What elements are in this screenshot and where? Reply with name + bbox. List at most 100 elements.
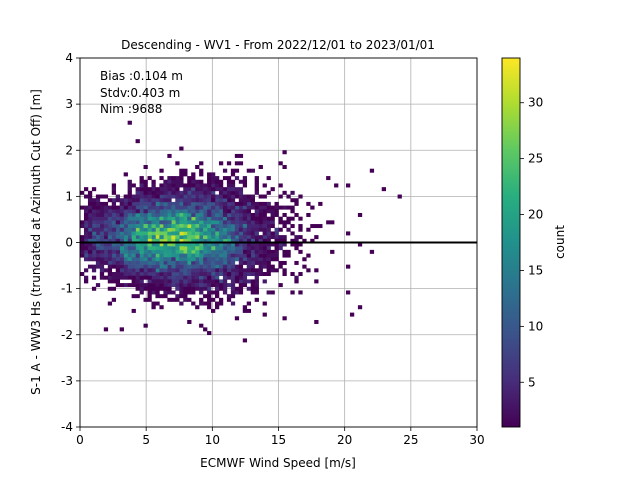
heatmap-cell [143,238,148,243]
heatmap-cell [147,190,152,195]
heatmap-cell [159,305,164,310]
heatmap-cell [187,260,192,265]
heatmap-cell [171,238,176,243]
heatmap-cell [191,275,196,280]
heatmap-cell [230,201,236,206]
heatmap-cell [99,220,105,225]
heatmap-cell [218,187,224,192]
heatmap-cell [254,253,259,258]
heatmap-cell [246,194,252,199]
heatmap-cell [147,201,152,206]
heatmap-cell [191,290,196,295]
heatmap-cell [127,224,132,229]
heatmap-cell [254,201,259,206]
heatmap-cell [203,260,208,265]
heatmap-cell [175,190,180,195]
heatmap-cell [199,253,204,258]
heatmap-cell [111,279,117,284]
heatmap-cell [238,205,244,210]
heatmap-cell [103,268,109,273]
heatmap-cell [222,201,228,206]
heatmap-cell [226,198,232,203]
heatmap-cell [175,176,180,181]
heatmap-cell [199,260,204,265]
heatmap-cell [179,242,184,247]
heatmap-cell [203,257,208,262]
heatmap-cell [183,172,188,177]
heatmap-cell [187,194,192,199]
heatmap-cell [139,286,144,291]
heatmap-cell [207,283,212,288]
heatmap-cell [278,183,283,188]
heatmap-cell [254,212,259,217]
heatmap-cell [266,205,271,210]
heatmap-cell [103,253,109,258]
heatmap-cell [119,242,124,247]
heatmap-cell [238,242,244,247]
heatmap-cell [175,268,180,273]
heatmap-cell [298,235,303,240]
heatmap-cell [238,198,244,203]
heatmap-cell [179,235,184,240]
heatmap-cell [163,279,168,284]
heatmap-cell [183,198,188,203]
heatmap-cell [155,227,160,232]
heatmap-cell [234,242,240,247]
heatmap-cell [151,253,156,258]
heatmap-cell [290,290,295,295]
heatmap-cell [179,205,184,210]
heatmap-cell [226,179,232,184]
heatmap-cell [282,190,287,195]
heatmap-cell [175,183,180,188]
heatmap-cell [214,301,220,306]
heatmap-cell [199,187,204,192]
heatmap-cell [330,249,335,254]
heatmap-cell [274,227,279,232]
heatmap-cell [222,249,228,254]
heatmap-cell [234,168,240,173]
heatmap-cell [207,305,212,310]
heatmap-cell [107,264,113,269]
heatmap-cell [119,212,124,217]
heatmap-cell [131,198,136,203]
heatmap-cell [230,183,236,188]
heatmap-cell [107,260,113,265]
heatmap-cell [207,286,212,291]
heatmap-cell [139,275,144,280]
heatmap-cell [183,168,188,173]
heatmap-cell [262,272,267,277]
heatmap-cell [123,272,128,277]
heatmap-cell [183,227,188,232]
heatmap-cell [238,224,244,229]
heatmap-cell [246,238,252,243]
heatmap-cell [107,216,113,221]
heatmap-cell [246,249,252,254]
heatmap-cell [266,190,271,195]
heatmap-cell [282,242,287,247]
heatmap-cell [306,227,311,232]
heatmap-cell [135,257,140,262]
heatmap-cell [191,231,196,236]
heatmap-cell [91,216,97,221]
heatmap-cell [183,260,188,265]
heatmap-cell [214,194,220,199]
heatmap-cell [282,272,287,277]
heatmap-cell [83,268,89,273]
heatmap-cell [163,231,168,236]
heatmap-cell [203,205,208,210]
heatmap-cell [254,179,259,184]
heatmap-cell [167,176,172,181]
heatmap-cell [179,224,184,229]
heatmap-cell [214,260,220,265]
heatmap-cell [207,235,212,240]
heatmap-cell [111,205,117,210]
heatmap-cell [254,231,259,236]
heatmap-cell [155,187,160,192]
heatmap-cell [115,238,120,243]
heatmap-cell [175,242,180,247]
heatmap-cell [139,183,144,188]
heatmap-cell [254,183,259,188]
heatmap-cell [175,238,180,243]
heatmap-cell [357,242,363,247]
heatmap-cell [175,220,180,225]
